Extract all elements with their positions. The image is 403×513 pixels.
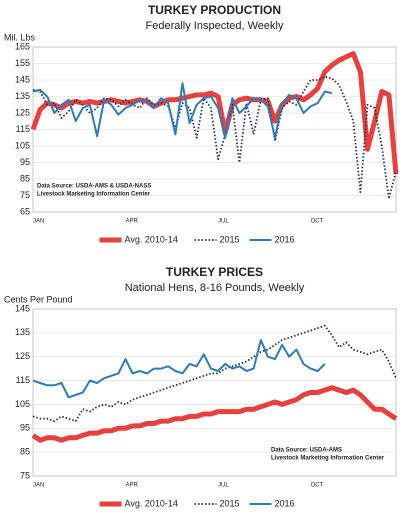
series-line	[30, 51, 399, 175]
y-tick-label: 105	[15, 399, 30, 409]
legend-label: 2016	[275, 234, 295, 244]
y-tick-label: 125	[15, 107, 30, 117]
y-tick-label: 115	[16, 375, 30, 385]
legend-label: 2015	[220, 498, 240, 508]
y-tick-label: 95	[20, 423, 30, 433]
x-tick-label: APR	[126, 219, 139, 225]
annotation: Livestock Marketing Information Center	[37, 192, 151, 198]
legend-label: 2016	[275, 498, 295, 508]
plot-frame	[32, 308, 397, 477]
y-tick-label: 105	[15, 140, 30, 150]
annotation: Data Source: USDA-AMS	[271, 448, 342, 454]
y-axis-label: Cents Per Pound	[4, 294, 73, 304]
annotation: Data Source: USDA-AMS & USDA-NASS	[37, 184, 151, 190]
y-tick-label: 135	[15, 91, 30, 101]
x-tick-label: OCT	[311, 219, 324, 225]
y-tick-label: 85	[20, 447, 30, 457]
x-tick-label: JUL	[218, 219, 229, 225]
chart-subtitle: National Hens, 8-16 Pounds, Weekly	[125, 282, 305, 294]
y-tick-label: 145	[15, 74, 30, 84]
x-tick-label: JAN	[33, 219, 44, 225]
y-tick-label: 95	[20, 157, 30, 167]
series-line	[32, 339, 326, 399]
y-tick-label: 115	[16, 124, 30, 134]
x-tick-label: APR	[126, 483, 139, 489]
plot-frame	[32, 46, 397, 213]
y-tick-label: 75	[20, 470, 30, 480]
y-tick-label: 165	[15, 41, 30, 51]
legend-label: 2015	[220, 234, 240, 244]
y-tick-label: 75	[20, 190, 30, 200]
y-tick-label: 135	[15, 327, 30, 337]
series-line	[31, 385, 398, 443]
y-tick-label: 155	[15, 58, 30, 68]
y-axis-label: Mil. Lbs	[4, 32, 36, 42]
y-tick-label: 85	[20, 173, 30, 183]
x-tick-label: JUL	[218, 483, 229, 489]
series-line	[32, 82, 333, 139]
legend-label: Avg. 2010-14	[125, 498, 178, 508]
legend-label: Avg. 2010-14	[125, 234, 178, 244]
x-tick-label: JAN	[33, 483, 44, 489]
series-line	[32, 324, 397, 422]
chart-title: TURKEY PRICES	[166, 265, 263, 279]
y-tick-label: 145	[15, 303, 30, 313]
x-tick-label: OCT	[311, 483, 324, 489]
chart-subtitle: Federally Inspected, Weekly	[146, 20, 284, 32]
annotation: Livestock Marketing Information Center	[271, 456, 385, 462]
series-line	[32, 75, 397, 200]
y-tick-label: 65	[20, 206, 30, 216]
y-tick-label: 125	[15, 351, 30, 361]
chart-title: TURKEY PRODUCTION	[148, 3, 281, 17]
